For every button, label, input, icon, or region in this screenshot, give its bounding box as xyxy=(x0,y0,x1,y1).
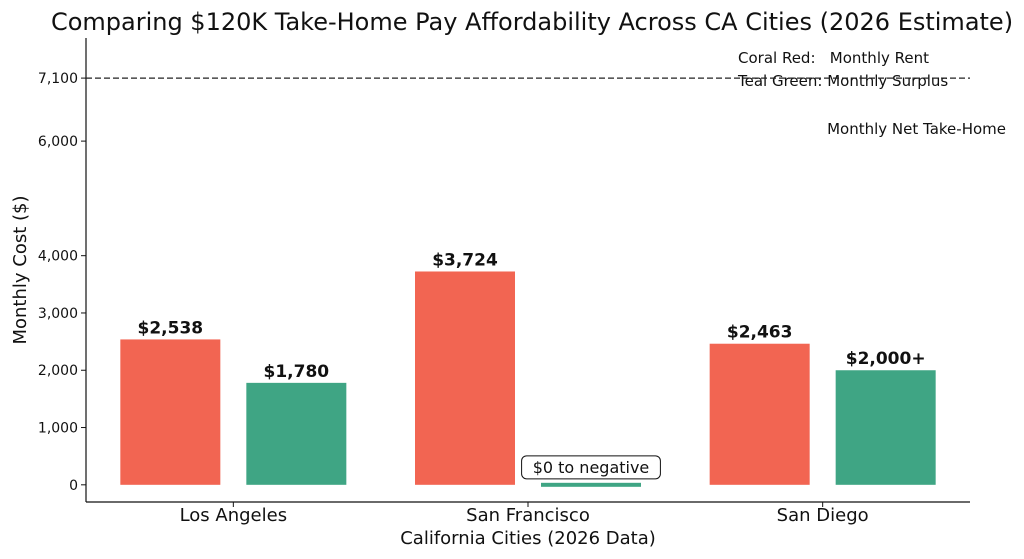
x-tick-label: San Diego xyxy=(777,505,869,526)
y-tick-label: 4,000 xyxy=(38,249,78,265)
data-label: $3,724 xyxy=(432,250,498,270)
rent-bar xyxy=(120,339,221,485)
y-axis-title: Monthly Cost ($) xyxy=(10,195,31,344)
data-label-box xyxy=(521,455,661,480)
rent-bar xyxy=(709,343,810,485)
y-tick-label: 0 xyxy=(69,478,78,494)
y-tick-label: 2,000 xyxy=(38,363,78,379)
x-axis-title: California Cities (2026 Data) xyxy=(400,528,656,549)
data-label: $0 to negative xyxy=(533,458,650,477)
y-tick-label: 7,100 xyxy=(38,71,78,87)
plot-area: 0 1,000 2,000 3,000 4,000 6,000 7,100 Los Angel… xyxy=(38,38,970,526)
data-label: $2,463 xyxy=(727,323,793,343)
legend-line-surplus: Teal Green: Monthly Surplus xyxy=(737,72,948,90)
y-tick-label: 3,000 xyxy=(38,306,78,322)
reference-line-label: Monthly Net Take-Home xyxy=(827,120,1006,138)
data-label: $1,780 xyxy=(264,362,330,382)
surplus-bar xyxy=(835,370,936,485)
data-label: $2,538 xyxy=(138,318,204,338)
surplus-bar xyxy=(541,482,641,487)
y-tick-label: 6,000 xyxy=(38,134,78,150)
x-tick-label: San Francisco xyxy=(466,505,590,526)
legend-line-rent: Coral Red: Monthly Rent xyxy=(738,49,929,67)
rent-bar xyxy=(415,271,515,485)
surplus-bar xyxy=(246,382,347,485)
data-label: $2,000+ xyxy=(846,349,926,369)
chart-title: Comparing $120K Take-Home Pay Affordabil… xyxy=(51,8,1013,36)
y-tick-label: 1,000 xyxy=(38,421,78,437)
x-tick-label: Los Angeles xyxy=(180,505,288,526)
